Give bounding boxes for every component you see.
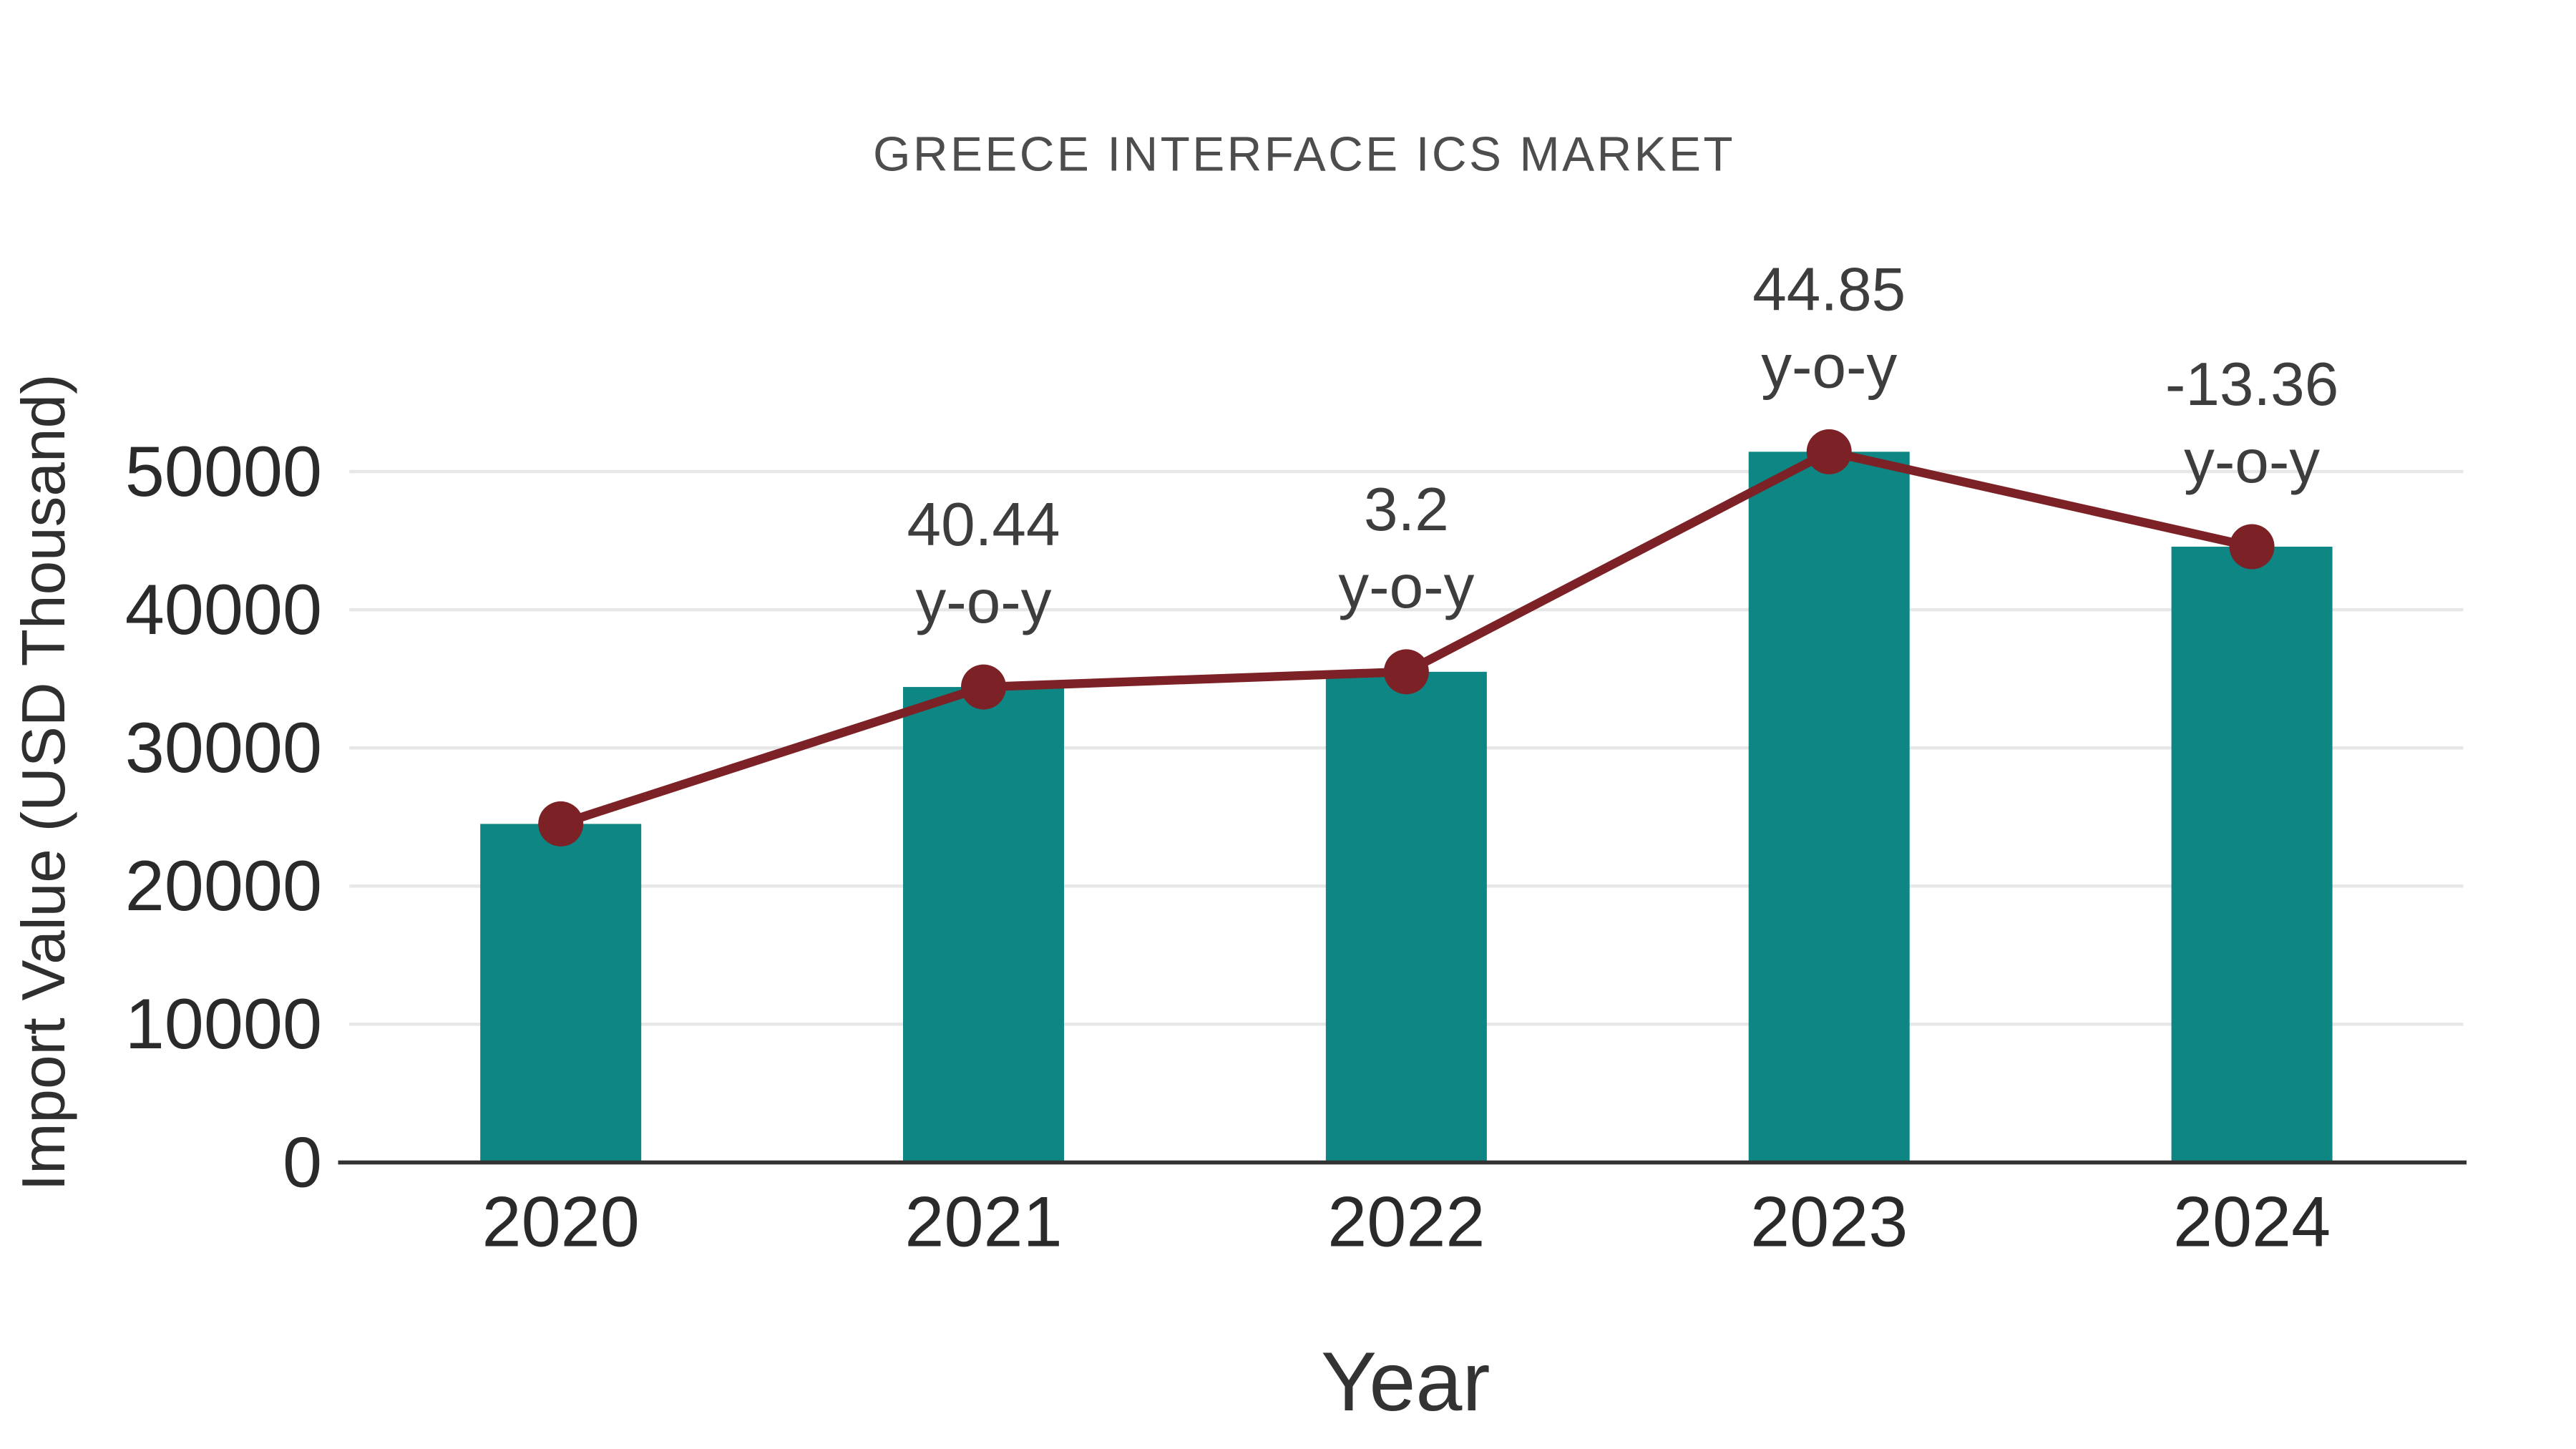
x-tick-labels-group: 2020 2021 2022 2023 2024 — [482, 1182, 2331, 1262]
y-tick-label-0: 0 — [283, 1122, 322, 1201]
annotation-2023-label: y-o-y — [1761, 333, 1897, 401]
annotation-2022-label: y-o-y — [1338, 553, 1474, 621]
annotation-2024-value: -13.36 — [2165, 351, 2338, 419]
y-tick-label-20000: 20000 — [125, 846, 322, 925]
y-axis-title: Import Value (USD Thousand) — [10, 374, 78, 1191]
x-tick-label-2020: 2020 — [482, 1182, 640, 1262]
annotations-group: 40.44 y-o-y 3.2 y-o-y 44.85 y-o-y -13.36 y-o-y — [907, 255, 2339, 636]
x-tick-label-2022: 2022 — [1327, 1182, 1485, 1262]
y-tick-label-10000: 10000 — [125, 984, 322, 1063]
annotation-2022-value: 3.2 — [1364, 476, 1449, 544]
y-tick-labels-group: 0 10000 20000 30000 40000 50000 — [125, 431, 322, 1201]
yoy-marker-2024 — [2229, 524, 2275, 570]
bars-group — [480, 452, 2333, 1163]
y-tick-label-40000: 40000 — [125, 570, 322, 649]
yoy-marker-2023 — [1806, 429, 1852, 474]
x-tick-label-2023: 2023 — [1750, 1182, 1908, 1262]
yoy-line-group — [538, 429, 2275, 847]
y-tick-label-50000: 50000 — [125, 431, 322, 511]
annotation-2024-label: y-o-y — [2184, 428, 2320, 496]
chart-title: GREECE INTERFACE ICS MARKET — [873, 128, 1735, 182]
x-tick-label-2024: 2024 — [2173, 1182, 2331, 1262]
bar-2022 — [1325, 671, 1487, 1163]
y-tick-label-30000: 30000 — [125, 708, 322, 787]
x-axis-title: Year — [1321, 1335, 1490, 1428]
annotation-2021-value: 40.44 — [907, 491, 1060, 559]
annotation-2023-value: 44.85 — [1752, 255, 1906, 323]
bar-2020 — [480, 824, 642, 1163]
yoy-marker-2022 — [1383, 649, 1429, 695]
yoy-marker-2020 — [538, 801, 584, 847]
x-tick-label-2021: 2021 — [904, 1182, 1062, 1262]
yoy-marker-2021 — [961, 664, 1007, 710]
annotation-2021-label: y-o-y — [916, 568, 1052, 636]
bar-2021 — [903, 687, 1065, 1163]
bar-2023 — [1748, 452, 1910, 1163]
bar-2024 — [2171, 546, 2333, 1163]
